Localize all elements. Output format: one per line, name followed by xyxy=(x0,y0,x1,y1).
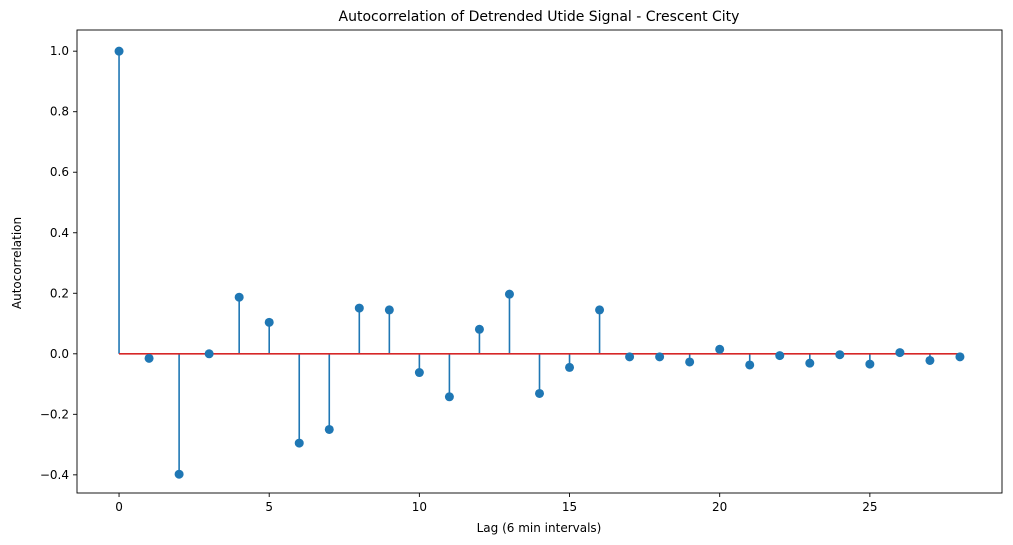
stem-marker xyxy=(895,348,905,358)
y-axis-label: Autocorrelation xyxy=(10,217,24,309)
stem-marker xyxy=(324,424,334,434)
stem-marker xyxy=(865,359,875,369)
stem-marker xyxy=(114,46,124,56)
y-tick-label: 0.8 xyxy=(50,105,69,119)
stem-marker xyxy=(204,349,214,359)
stem-marker xyxy=(535,388,544,398)
stem-marker xyxy=(504,289,514,299)
stem-marker xyxy=(955,352,965,362)
y-tick-label: 1.0 xyxy=(50,44,69,58)
stem-marker xyxy=(715,344,725,354)
x-tick-label: 5 xyxy=(265,500,273,514)
x-tick-label: 10 xyxy=(412,500,427,514)
stem-marker xyxy=(685,357,695,367)
y-tick-label: 0.2 xyxy=(50,286,69,300)
stem-marker xyxy=(835,350,845,360)
stem-marker xyxy=(595,305,605,315)
stem-marker xyxy=(805,358,815,368)
y-tick-label: 0.0 xyxy=(50,347,69,361)
stem-marker xyxy=(625,352,635,362)
stem-marker xyxy=(144,353,154,363)
y-tick-label: −0.2 xyxy=(40,407,69,421)
chart-title: Autocorrelation of Detrended Utide Signa… xyxy=(339,9,740,25)
stem-marker xyxy=(174,469,184,479)
x-tick-label: 20 xyxy=(712,500,727,514)
stem-marker xyxy=(925,355,935,365)
y-tick-label: 0.4 xyxy=(50,226,69,240)
stem-marker xyxy=(354,303,364,313)
y-tick-label: −0.4 xyxy=(40,468,69,482)
x-tick-label: 25 xyxy=(862,500,877,514)
stem-marker xyxy=(414,368,424,378)
stem-marker xyxy=(384,305,394,315)
plot-frame xyxy=(76,29,1003,494)
y-tick-label: 0.6 xyxy=(50,165,69,179)
stem-marker xyxy=(775,351,785,361)
chart-axes: 0 5 10 15 20 25 −0.4 −0.2 0.0 0.2 0.4 0.6 0.8 1.0 xyxy=(40,29,1003,514)
stem-marker xyxy=(655,352,665,362)
stem-marker xyxy=(474,324,484,334)
stem-marker xyxy=(745,360,755,370)
stem-marker xyxy=(565,362,575,372)
x-axis-label: Lag (6 min intervals) xyxy=(477,521,602,535)
stem-marker xyxy=(444,392,454,402)
x-tick-label: 0 xyxy=(115,500,123,514)
stem-marker xyxy=(234,292,244,302)
chart-marks xyxy=(114,46,965,479)
x-tick-label: 15 xyxy=(562,500,577,514)
stem-marker xyxy=(294,438,304,448)
stem-marker xyxy=(264,317,274,327)
